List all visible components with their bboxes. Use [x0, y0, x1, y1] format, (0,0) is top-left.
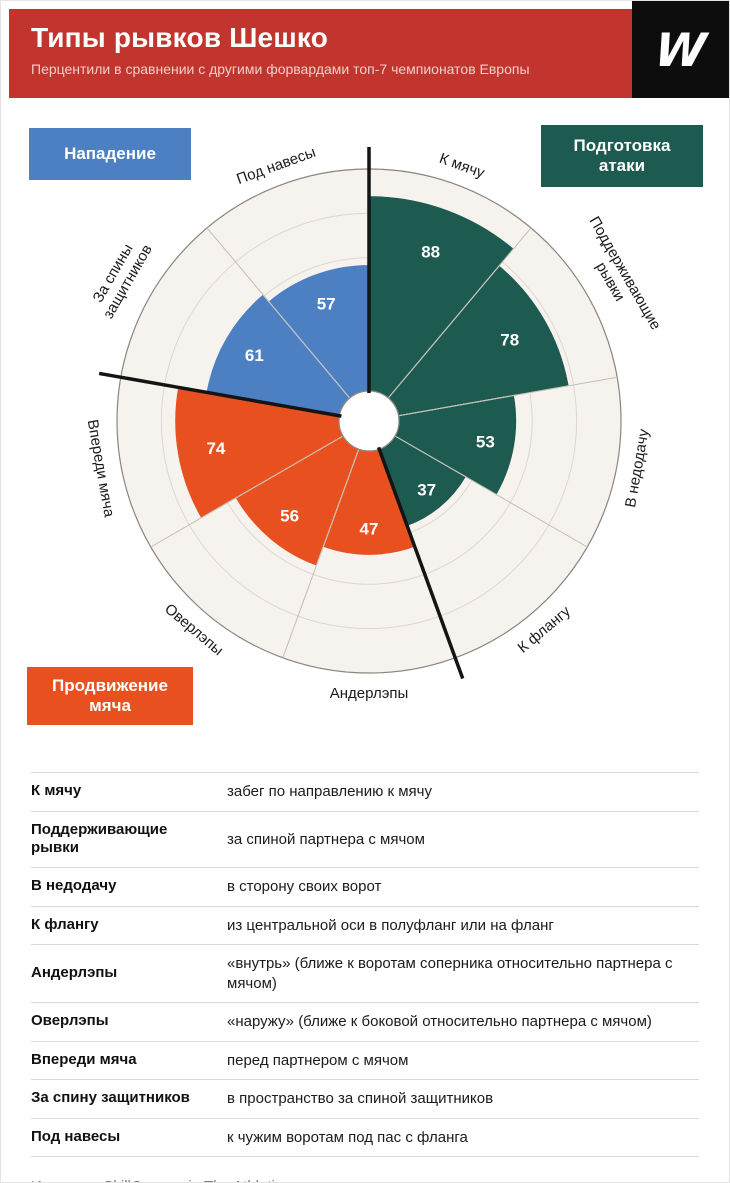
legend-badge-attack-preparation: Подготовка атаки [541, 125, 703, 187]
category-label: К мячу [437, 150, 487, 182]
glossary-term: В недодачу [31, 877, 117, 895]
glossary-term: К флангу [31, 915, 99, 933]
glossary-definition: «наружу» (ближе к боковой относительно п… [227, 1013, 652, 1030]
percentile-value: 74 [206, 439, 225, 458]
glossary-row: Впереди мяча перед партнером с мячом [31, 1042, 699, 1080]
glossary-term: Под навесы [31, 1127, 121, 1145]
glossary-definition: «внутрь» (ближе к воротам соперника отно… [227, 955, 673, 992]
glossary-definition: из центральной оси в полуфланг или на фл… [227, 916, 554, 934]
glossary-definition: перед партнером с мячом [227, 1051, 409, 1069]
legend-badge-attack: Нападение [29, 128, 191, 180]
sector-divider [387, 227, 532, 399]
sector-divider [206, 227, 351, 399]
source-note: Источник: SkillCorner via The Athletic [31, 1178, 699, 1182]
glossary-row: Под навесы к чужим воротам под пас с флан… [31, 1119, 699, 1157]
percentile-value: 56 [280, 507, 299, 526]
percentile-value: 37 [417, 481, 436, 500]
category-label: В недодачу [622, 427, 653, 509]
percentile-value: 57 [317, 294, 336, 313]
glossary-row: К флангу из центральной оси в полуфланг и… [31, 907, 699, 945]
sector-divider [282, 449, 360, 658]
sector-divider [150, 435, 344, 548]
header: Типы рывков Шешко Перцентили в сравнении… [1, 1, 729, 98]
glossary-definition: в пространство за спиной защитников [227, 1090, 494, 1107]
legend-badge-ball-progression: Продвижение мяча [27, 667, 193, 725]
glossary-row: За спину защитников в пространство за спи… [31, 1080, 699, 1119]
glossary-definition: к чужим воротам под пас с фланга [227, 1128, 468, 1146]
percentile-value: 61 [245, 346, 264, 365]
chart-area: 88 78 53 37 47 56 74 61 57 К мячу Поддерживающиеры… [1, 98, 729, 766]
glossary-row: Поддерживающие рывки за спиной партнера с… [31, 812, 699, 868]
glossary-term: Поддерживающие рывки [31, 820, 168, 857]
glossary-row: В недодачу в сторону своих ворот [31, 868, 699, 907]
sector-divider [394, 435, 588, 548]
chart-center-hole [338, 390, 400, 452]
glossary-term: Оверлэпы [31, 1012, 109, 1030]
header-banner: Типы рывков Шешко Перцентили в сравнении… [9, 9, 632, 98]
glossary-term: К мячу [31, 782, 82, 800]
percentile-value: 78 [500, 331, 519, 350]
glossary: К мячу забег по направлению к мячу Поддерж… [31, 772, 699, 1157]
glossary-term: Андерлэпы [31, 964, 118, 982]
percentile-value: 88 [421, 243, 440, 262]
category-label: Впереди мяча [84, 418, 118, 519]
glossary-term: За спину защитников [31, 1089, 190, 1107]
glossary-definition: в сторону своих ворот [227, 878, 382, 895]
glossary-definition: забег по направлению к мячу [227, 783, 432, 800]
glossary-row: Андерлэпы «внутрь» (ближе к воротам сопер… [31, 945, 699, 1003]
glossary-row: Оверлэпы «наружу» (ближе к боковой относи… [31, 1003, 699, 1042]
glossary-row: К мячу забег по направлению к мячу [31, 773, 699, 812]
page-subtitle: Перцентили в сравнении с другими форвард… [31, 61, 530, 77]
athletic-w-icon: W [652, 22, 709, 77]
sector-divider [398, 376, 618, 417]
category-label: Андерлэпы [330, 685, 409, 702]
percentile-value: 53 [476, 433, 495, 452]
group-boundary-line [376, 446, 465, 680]
percentile-value: 47 [360, 519, 379, 538]
page-title: Типы рывков Шешко [31, 22, 329, 53]
group-boundary-line [98, 371, 342, 418]
glossary-term: Впереди мяча [31, 1050, 137, 1068]
glossary-definition: за спиной партнера с мячом [227, 830, 425, 848]
the-athletic-logo: W [632, 1, 729, 98]
